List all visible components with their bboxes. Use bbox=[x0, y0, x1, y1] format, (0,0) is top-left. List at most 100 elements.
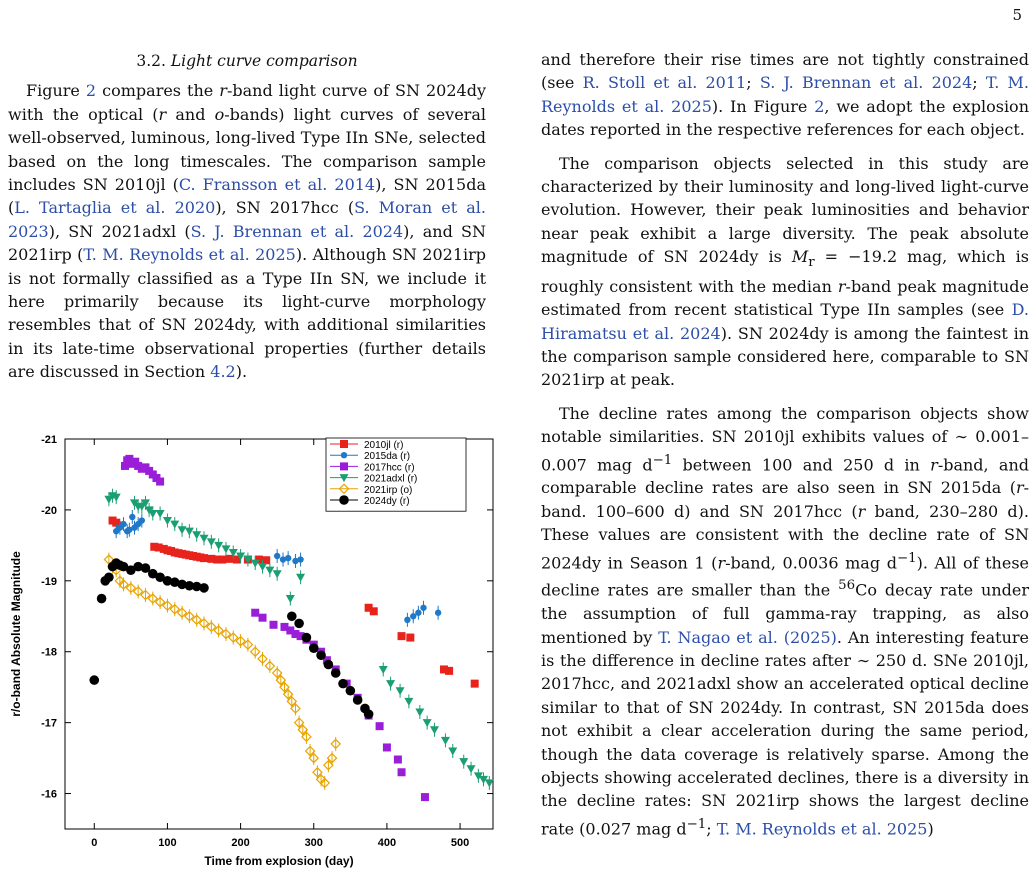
data-point bbox=[221, 545, 231, 554]
text-run: ). bbox=[235, 362, 248, 382]
citation-link[interactable]: R. Stoll et al. 2011 bbox=[582, 73, 747, 93]
data-point bbox=[235, 635, 246, 647]
data-point bbox=[206, 538, 216, 547]
data-point bbox=[155, 572, 165, 583]
legend-marker bbox=[340, 452, 348, 459]
y-tick-label: -20 bbox=[41, 505, 57, 517]
data-point bbox=[273, 552, 281, 560]
data-point bbox=[220, 628, 232, 640]
text-run: . An interesting feature is the differen… bbox=[541, 627, 1030, 839]
data-point bbox=[304, 745, 316, 757]
citation-link[interactable]: S. J. Brennan et al. 2024 bbox=[759, 73, 973, 93]
citation-link[interactable]: C. Fransson et al. 2014 bbox=[178, 175, 376, 195]
text-run: and therefore their rise times are not t… bbox=[541, 50, 1029, 93]
text-run: ), SN 2021adxl ( bbox=[48, 221, 191, 241]
citation-link[interactable]: S. J. Brennan et al. 2024 bbox=[190, 221, 404, 241]
legend-entry: 2021adxl (r) bbox=[364, 474, 417, 485]
data-point bbox=[284, 554, 292, 562]
citation-link[interactable]: D. Hiramatsu et al. 2024 bbox=[541, 300, 1029, 343]
text-run: ) bbox=[927, 819, 934, 839]
citation-link[interactable]: 2 bbox=[814, 96, 825, 116]
citation-link[interactable]: S. Moran et al. 2023 bbox=[8, 198, 487, 241]
data-point bbox=[140, 589, 151, 601]
citation-link[interactable]: 4.2 bbox=[210, 362, 236, 382]
y-axis-label: r/o-band Absolute Magnitude bbox=[9, 551, 23, 717]
data-point bbox=[292, 557, 299, 565]
text-run: −1 bbox=[896, 550, 917, 566]
text-run: -band, 0.0036 mag d bbox=[725, 552, 897, 572]
data-point bbox=[138, 517, 146, 524]
section-title: Light curve comparison bbox=[170, 52, 358, 70]
data-point bbox=[137, 502, 147, 511]
data-point bbox=[257, 653, 268, 665]
data-point bbox=[459, 758, 469, 767]
data-point bbox=[352, 695, 363, 705]
data-point bbox=[200, 554, 209, 563]
data-point bbox=[293, 717, 305, 728]
data-point bbox=[236, 552, 246, 561]
data-point bbox=[338, 678, 348, 689]
text-run: compares the bbox=[96, 81, 220, 101]
data-point bbox=[104, 495, 114, 504]
data-point bbox=[184, 580, 195, 591]
data-point bbox=[125, 582, 137, 594]
text-run: ; bbox=[972, 73, 986, 93]
citation-link[interactable]: 2 bbox=[85, 81, 97, 101]
legend-marker bbox=[338, 483, 350, 495]
data-point bbox=[177, 526, 187, 535]
citation-link[interactable]: T. M. Reynolds et al. 2025 bbox=[83, 245, 296, 265]
citation-link[interactable]: T. M. Reynolds et al. 2025 bbox=[541, 73, 1029, 116]
citation-link[interactable]: T. M. Reynolds et al. 2025 bbox=[716, 819, 928, 839]
data-point bbox=[364, 603, 373, 612]
data-point bbox=[429, 726, 439, 735]
text-run: , we adopt the explosion dates reported … bbox=[541, 96, 1029, 140]
data-point bbox=[378, 665, 388, 674]
data-point bbox=[147, 593, 159, 604]
data-point bbox=[316, 650, 326, 661]
data-point bbox=[466, 765, 476, 774]
data-point bbox=[478, 775, 488, 784]
data-point bbox=[243, 556, 253, 565]
data-point bbox=[286, 626, 295, 635]
data-point bbox=[269, 620, 278, 629]
data-point bbox=[140, 563, 151, 573]
legend-marker bbox=[340, 440, 348, 448]
text-run: o bbox=[214, 104, 225, 124]
data-point bbox=[397, 768, 406, 777]
data-point bbox=[155, 509, 165, 518]
legend-marker bbox=[340, 462, 348, 471]
section-heading: 3.2. Light curve comparison bbox=[8, 50, 486, 73]
text-run: The comparison objects selected in this … bbox=[541, 153, 1029, 267]
y-tick-label: -16 bbox=[41, 789, 57, 801]
data-point bbox=[308, 752, 320, 764]
legend-entry: 2017hcc (r) bbox=[364, 462, 415, 473]
light-curve-figure: 0 100 200 300 400 500 -21 -20 -19 -18 -17 -16 Time f… bbox=[0, 425, 500, 883]
data-point bbox=[262, 556, 271, 565]
text-run: r bbox=[158, 104, 167, 124]
citation-link[interactable]: L. Tartaglia et al. 2020 bbox=[14, 198, 216, 218]
data-point bbox=[286, 696, 298, 707]
citation-link[interactable]: T. Nagao et al. (2025) bbox=[658, 627, 837, 647]
data-point bbox=[232, 555, 241, 564]
data-point bbox=[440, 736, 450, 745]
data-point bbox=[330, 738, 342, 750]
paragraph: and therefore their rise times are not t… bbox=[541, 48, 1029, 142]
data-point bbox=[162, 576, 173, 586]
data-point bbox=[265, 566, 275, 575]
text-run: = −19.2 mag, which is roughly consistent… bbox=[541, 247, 1030, 296]
data-point bbox=[312, 766, 323, 778]
text-run: ; bbox=[706, 819, 717, 839]
left-column: 3.2. Light curve comparison Figure 2 com… bbox=[8, 50, 486, 394]
data-point bbox=[120, 520, 127, 528]
data-point bbox=[228, 548, 238, 557]
legend-box bbox=[325, 437, 467, 512]
text-run: r bbox=[930, 455, 938, 475]
text-run: r bbox=[219, 81, 227, 101]
y-tick-label: -21 bbox=[41, 434, 57, 446]
text-run: ; bbox=[746, 73, 760, 93]
legend-entry: 2015da (r) bbox=[364, 451, 410, 462]
text-run: -band. 100–600 d) and SN 2017hcc ( bbox=[541, 478, 1029, 521]
data-point bbox=[410, 613, 417, 620]
data-point bbox=[404, 616, 411, 624]
data-point bbox=[199, 534, 209, 543]
